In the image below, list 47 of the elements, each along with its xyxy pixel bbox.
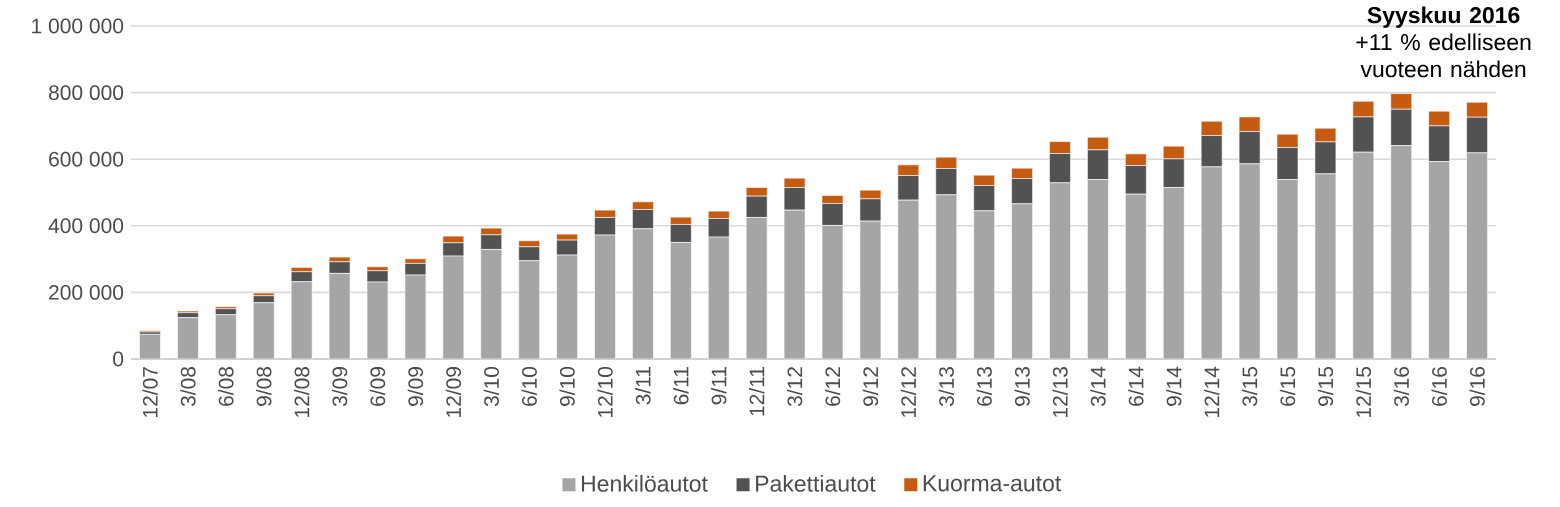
x-tick-label: 12/10 (597, 366, 613, 417)
x-tick-label: 12/09 (445, 367, 462, 417)
x-tick-label: 6/15 (1279, 366, 1296, 406)
x-tick-label: 3/08 (180, 366, 196, 407)
y-tick-label: 800 000 (48, 85, 124, 101)
y-tick-label: 400 000 (48, 218, 124, 234)
x-tick-label: 3/12 (786, 367, 803, 407)
x-tick-label: 3/10 (483, 366, 499, 407)
legend-label: Henkilöautot (581, 474, 708, 492)
x-tick-label: 9/09 (407, 367, 424, 406)
annotation: +11 % edelliseen vuoteen nähden (1356, 33, 1531, 78)
x-tick-label: 9/15 (1317, 366, 1334, 406)
annotation: Syyskuu 2016 (1367, 6, 1520, 28)
y-tick-label: 1 000 000 (32, 18, 124, 34)
x-tick-label: 9/08 (256, 366, 272, 406)
x-tick-label: 3/11 (635, 367, 651, 405)
x-tick-label: 3/13 (938, 366, 954, 407)
x-tick-label: 12/12 (900, 367, 917, 417)
x-tick-label: 9/14 (1166, 366, 1182, 406)
x-tick-label: 9/10 (559, 366, 575, 406)
x-tick-label: 3/14 (1090, 366, 1106, 407)
x-tick-label: 12/13 (1052, 366, 1068, 417)
x-tick-label: 9/13 (1014, 366, 1030, 406)
x-tick-label: 3/09 (331, 367, 348, 407)
x-tick-label: 6/10 (521, 366, 537, 406)
x-tick-label: 6/12 (824, 367, 841, 406)
x-tick-label: 12/11 (748, 367, 765, 416)
y-tick-label: 0 (113, 351, 124, 367)
x-tick-label: 6/11 (673, 367, 689, 405)
x-tick-label: 12/14 (1203, 366, 1220, 417)
x-tick-label: 9/12 (862, 367, 879, 406)
x-tick-label: 12/08 (293, 366, 310, 417)
y-tick-label: 600 000 (49, 151, 124, 167)
x-tick-label: 6/09 (369, 367, 386, 406)
y-tick-label: 200 000 (49, 284, 124, 300)
x-tick-label: 3/15 (1241, 366, 1258, 407)
x-tick-label: 12/07 (142, 367, 158, 417)
x-tick-label: 6/14 (1128, 366, 1144, 406)
legend-label: Pakettiautot (756, 474, 876, 492)
x-tick-label: 3/16 (1393, 366, 1409, 407)
x-tick-label: 9/11 (711, 367, 727, 405)
legend-label: Kuorma-autot (923, 475, 1062, 492)
x-tick-label: 12/15 (1355, 366, 1372, 417)
x-tick-label: 6/08 (218, 366, 234, 406)
x-tick-label: 6/13 (976, 366, 992, 406)
x-tick-label: 9/16 (1469, 366, 1485, 406)
x-tick-label: 6/16 (1431, 366, 1447, 406)
